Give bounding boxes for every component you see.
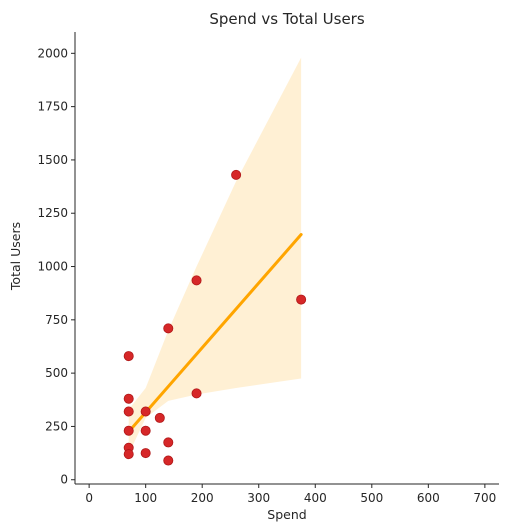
regression-line bbox=[127, 233, 303, 434]
scatter-point bbox=[123, 406, 134, 417]
scatter-point bbox=[123, 449, 134, 460]
scatter-point bbox=[163, 455, 174, 466]
scatter-point bbox=[296, 294, 307, 305]
scatter-point bbox=[123, 393, 134, 404]
y-axis-label: Total Users bbox=[8, 222, 23, 291]
scatter-point bbox=[140, 425, 151, 436]
scatter-point bbox=[154, 412, 165, 423]
scatter-point bbox=[140, 406, 151, 417]
scatter-point bbox=[163, 323, 174, 334]
y-tick-label: 500 bbox=[45, 366, 68, 380]
x-axis-label: Spend bbox=[267, 507, 306, 522]
y-tick-label: 250 bbox=[45, 419, 68, 433]
chart-title: Spend vs Total Users bbox=[209, 10, 365, 28]
y-tick-label: 1000 bbox=[37, 260, 68, 274]
x-tick-label: 200 bbox=[191, 491, 214, 505]
scatter-points-layer bbox=[123, 169, 307, 466]
x-tick-label: 0 bbox=[85, 491, 93, 505]
scatter-point bbox=[163, 437, 174, 448]
y-tick-label: 1250 bbox=[37, 206, 68, 220]
scatter-point bbox=[191, 388, 202, 399]
y-tick-label: 0 bbox=[60, 473, 68, 487]
x-tick-label: 500 bbox=[360, 491, 383, 505]
x-tick-label: 400 bbox=[304, 491, 327, 505]
confidence-band-layer bbox=[128, 57, 302, 455]
y-tick-label: 2000 bbox=[37, 46, 68, 60]
x-tick-label: 100 bbox=[134, 491, 157, 505]
scatter-point bbox=[191, 275, 202, 286]
y-tick-label: 1500 bbox=[37, 153, 68, 167]
x-axis-ticks: 0 100 200 300 400 500 600 700 bbox=[85, 484, 496, 505]
scatter-point bbox=[231, 169, 242, 180]
regression-line-layer bbox=[127, 233, 303, 434]
x-tick-label: 600 bbox=[417, 491, 440, 505]
confidence-band bbox=[128, 57, 302, 455]
scatter-point bbox=[140, 448, 151, 459]
x-tick-label: 700 bbox=[473, 491, 496, 505]
y-axis-ticks: 0 250 500 750 1000 1250 1500 1750 2000 bbox=[37, 46, 75, 487]
x-tick-label: 300 bbox=[247, 491, 270, 505]
scatter-point bbox=[123, 351, 134, 362]
scatter-point bbox=[123, 425, 134, 436]
y-tick-label: 750 bbox=[45, 313, 68, 327]
y-tick-label: 1750 bbox=[37, 100, 68, 114]
